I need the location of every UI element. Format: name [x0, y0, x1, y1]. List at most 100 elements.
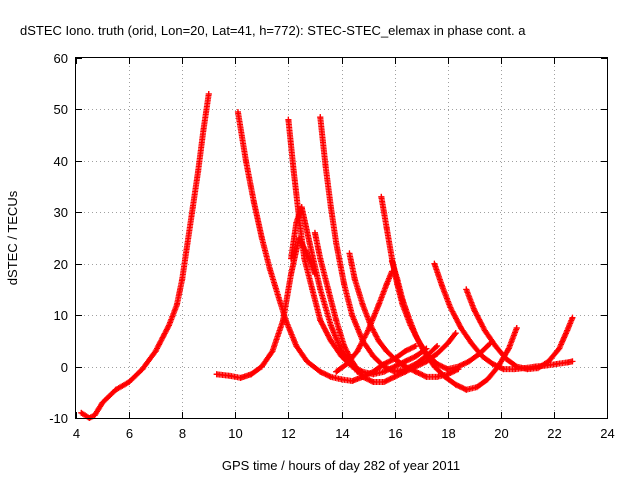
- data-point: [327, 204, 334, 211]
- data-point: [468, 340, 475, 347]
- data-point: [444, 366, 451, 373]
- series-group: [431, 260, 576, 373]
- data-point: [375, 301, 382, 308]
- data-point: [99, 399, 106, 406]
- data-point: [412, 363, 419, 370]
- data-point: [303, 358, 310, 365]
- data-point: [434, 350, 441, 357]
- data-point: [473, 384, 480, 391]
- data-point: [479, 353, 486, 360]
- data-point: [200, 127, 207, 133]
- series-group: [311, 229, 459, 385]
- data-point: [463, 386, 470, 393]
- data-point: [213, 371, 220, 378]
- x-tick-label: 22: [547, 426, 561, 441]
- data-point: [370, 353, 377, 360]
- x-tick-label: 6: [126, 426, 133, 441]
- data-point: [370, 379, 377, 385]
- data-point: [564, 359, 571, 366]
- data-point: [341, 281, 348, 288]
- data-point: [569, 358, 576, 365]
- data-point: [317, 317, 324, 324]
- data-point: [489, 361, 496, 367]
- data-point: [391, 373, 398, 380]
- data-point: [534, 365, 541, 372]
- data-point: [266, 265, 273, 272]
- data-point: [298, 204, 305, 211]
- data-point: [282, 317, 289, 324]
- data-point: [293, 219, 300, 226]
- data-point: [184, 240, 191, 247]
- data-point: [327, 337, 334, 344]
- data-point: [569, 314, 576, 321]
- data-point: [492, 343, 499, 349]
- data-point: [513, 363, 520, 370]
- data-point: [189, 204, 196, 211]
- data-point: [452, 330, 459, 337]
- data-point: [126, 379, 133, 385]
- y-tick-label: 50: [54, 102, 68, 117]
- data-point: [250, 199, 257, 205]
- y-axis-ticks: -10 0 10 20 30 40 50 60: [49, 51, 607, 426]
- data-point: [412, 332, 419, 339]
- data-point: [234, 109, 241, 115]
- data-point: [484, 376, 491, 383]
- data-point: [505, 345, 512, 352]
- data-point: [471, 307, 478, 313]
- data-point: [434, 373, 441, 380]
- x-tick-label: 8: [179, 426, 186, 441]
- x-tick-label: 20: [494, 426, 508, 441]
- data-point: [290, 168, 297, 175]
- data-point: [152, 348, 159, 355]
- data-point: [420, 348, 427, 355]
- data-point: [112, 386, 119, 393]
- data-point: [333, 240, 340, 247]
- y-tick-label: 30: [54, 205, 68, 220]
- data-point: [269, 348, 276, 355]
- data-point: [556, 345, 563, 352]
- data-point: [301, 255, 308, 262]
- y-tick-label: -10: [49, 411, 68, 426]
- data-point: [442, 373, 449, 380]
- chart-title: dSTEC Iono. truth (orid, Lon=20, Lat=41,…: [20, 23, 526, 38]
- data-point: [463, 286, 470, 293]
- data-point: [402, 368, 409, 375]
- data-point: [465, 358, 472, 365]
- data-point: [288, 271, 295, 277]
- data-point: [412, 353, 419, 360]
- data-point: [288, 255, 295, 262]
- data-point: [349, 377, 356, 384]
- data-point: [380, 379, 387, 385]
- data-point: [285, 116, 292, 123]
- data-point-markers: [463, 286, 576, 373]
- data-point: [317, 255, 324, 262]
- data-point: [383, 281, 390, 288]
- data-point: [370, 371, 377, 378]
- series-group: [285, 116, 430, 378]
- data-point: [311, 229, 318, 236]
- data-point: [306, 240, 313, 247]
- series-group: [78, 91, 212, 421]
- y-tick-label: 40: [54, 154, 68, 169]
- data-point: [173, 301, 180, 308]
- data-point: [349, 312, 356, 319]
- data-point: [359, 373, 366, 380]
- data-point: [341, 343, 348, 349]
- data-point: [346, 250, 353, 257]
- data-point: [179, 276, 186, 283]
- data-point: [513, 325, 520, 331]
- data-point: [481, 327, 488, 334]
- data-point: [457, 325, 464, 331]
- data-point: [78, 409, 85, 416]
- data-point: [333, 317, 340, 324]
- series-group: [463, 286, 576, 373]
- series-group: [333, 268, 395, 375]
- data-point: [354, 348, 361, 355]
- data-point-markers: [78, 91, 212, 421]
- data-point: [195, 168, 202, 175]
- data-point: [391, 355, 398, 362]
- data-point: [545, 358, 552, 365]
- data-point-markers: [285, 116, 430, 378]
- data-point: [139, 366, 146, 373]
